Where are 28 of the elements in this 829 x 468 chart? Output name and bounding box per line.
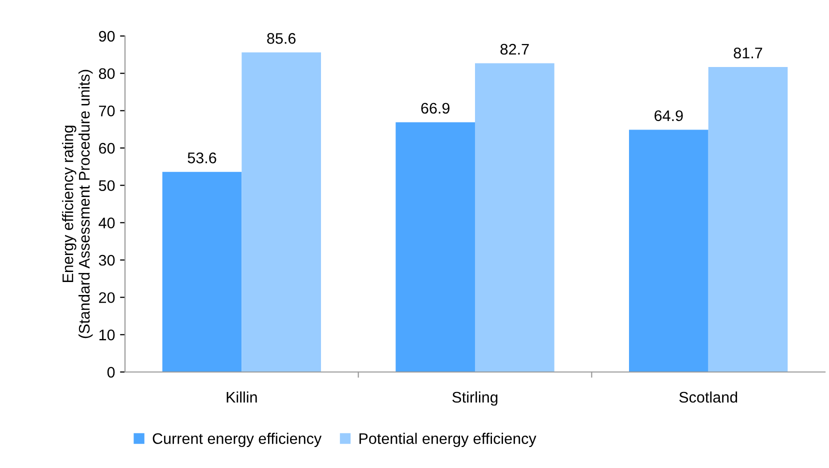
bar <box>708 66 788 372</box>
y-axis-title: Energy efficiency rating (Standard Assessment Procedure units) <box>62 70 93 338</box>
y-tick-label: 40 <box>98 218 115 228</box>
bar <box>242 52 321 372</box>
y-tick-label: 80 <box>98 68 115 80</box>
y-tick-label: 50 <box>98 180 115 192</box>
bar <box>475 63 554 372</box>
x-tick-label: Killin <box>226 391 257 403</box>
y-tick-label: 60 <box>99 142 115 154</box>
y-tick-label: 0 <box>107 366 115 378</box>
data-label: 85.6 <box>267 33 296 44</box>
legend-label: Current energy efficiency <box>152 432 322 448</box>
y-tick-label: 70 <box>99 106 115 116</box>
y-tick-label: 10 <box>99 330 115 340</box>
data-label: 81.7 <box>734 48 762 58</box>
data-label: 53.6 <box>188 152 216 164</box>
data-label: 64.9 <box>654 110 683 122</box>
bar <box>396 122 475 372</box>
bar <box>629 130 708 372</box>
y-tick-label: 30 <box>98 254 115 266</box>
x-tick-label: Stirling <box>452 391 498 406</box>
y-tick-label: 20 <box>99 292 115 304</box>
legend-label: Potential energy efficiency <box>359 432 536 448</box>
data-label: 66.9 <box>421 102 450 114</box>
data-label: 82.7 <box>500 44 529 55</box>
bar <box>162 172 242 372</box>
y-tick-label: 90 <box>99 30 115 42</box>
x-tick-label: Scotland <box>679 391 738 403</box>
